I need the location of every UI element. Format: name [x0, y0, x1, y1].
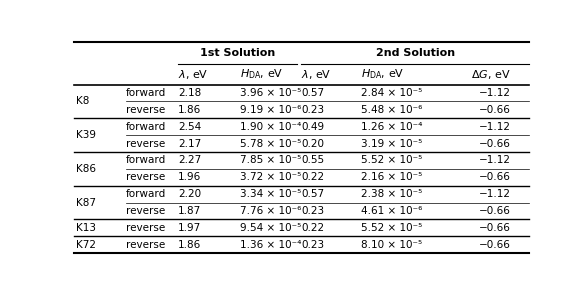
Text: $\Delta G$, eV: $\Delta G$, eV: [472, 68, 511, 81]
Text: 7.76 × 10⁻⁶: 7.76 × 10⁻⁶: [240, 206, 301, 216]
Text: −1.12: −1.12: [479, 122, 511, 132]
Text: 0.23: 0.23: [302, 240, 325, 250]
Text: 3.72 × 10⁻⁵: 3.72 × 10⁻⁵: [240, 172, 301, 182]
Text: −1.12: −1.12: [479, 189, 511, 199]
Text: −0.66: −0.66: [479, 138, 511, 149]
Text: −0.66: −0.66: [479, 240, 511, 250]
Text: 0.57: 0.57: [302, 189, 325, 199]
Text: 1.26 × 10⁻⁴: 1.26 × 10⁻⁴: [360, 122, 422, 132]
Text: $\lambda$, eV: $\lambda$, eV: [302, 68, 332, 81]
Text: −0.66: −0.66: [479, 206, 511, 216]
Text: 1.96: 1.96: [178, 172, 202, 182]
Text: 0.22: 0.22: [302, 223, 325, 233]
Text: K86: K86: [76, 164, 96, 174]
Text: −0.66: −0.66: [479, 223, 511, 233]
Text: reverse: reverse: [126, 105, 165, 115]
Text: reverse: reverse: [126, 172, 165, 182]
Text: 9.54 × 10⁻⁵: 9.54 × 10⁻⁵: [240, 223, 301, 233]
Text: 2.17: 2.17: [178, 138, 202, 149]
Text: 2.27: 2.27: [178, 155, 202, 165]
Text: K39: K39: [76, 130, 96, 140]
Text: 0.57: 0.57: [302, 88, 325, 98]
Text: $\lambda$, eV: $\lambda$, eV: [178, 68, 209, 81]
Text: 3.34 × 10⁻⁵: 3.34 × 10⁻⁵: [240, 189, 301, 199]
Text: K8: K8: [76, 96, 89, 106]
Text: 9.19 × 10⁻⁶: 9.19 × 10⁻⁶: [240, 105, 301, 115]
Text: reverse: reverse: [126, 206, 165, 216]
Text: 1.90 × 10⁻⁴: 1.90 × 10⁻⁴: [240, 122, 301, 132]
Text: 4.61 × 10⁻⁶: 4.61 × 10⁻⁶: [360, 206, 422, 216]
Text: 0.20: 0.20: [302, 138, 325, 149]
Text: 2.84 × 10⁻⁵: 2.84 × 10⁻⁵: [360, 88, 422, 98]
Text: 0.55: 0.55: [302, 155, 325, 165]
Text: $H_{\rm DA}$, eV: $H_{\rm DA}$, eV: [360, 67, 404, 81]
Text: −0.66: −0.66: [479, 172, 511, 182]
Text: 1st Solution: 1st Solution: [200, 48, 275, 58]
Text: forward: forward: [126, 189, 166, 199]
Text: 2.20: 2.20: [178, 189, 202, 199]
Text: reverse: reverse: [126, 240, 165, 250]
Text: 3.96 × 10⁻⁵: 3.96 × 10⁻⁵: [240, 88, 301, 98]
Text: 1.36 × 10⁻⁴: 1.36 × 10⁻⁴: [240, 240, 301, 250]
Text: 0.23: 0.23: [302, 105, 325, 115]
Text: 0.49: 0.49: [302, 122, 325, 132]
Text: forward: forward: [126, 155, 166, 165]
Text: −0.66: −0.66: [479, 105, 511, 115]
Text: 2.16 × 10⁻⁵: 2.16 × 10⁻⁵: [360, 172, 422, 182]
Text: −1.12: −1.12: [479, 88, 511, 98]
Text: 1.87: 1.87: [178, 206, 202, 216]
Text: forward: forward: [126, 122, 166, 132]
Text: forward: forward: [126, 88, 166, 98]
Text: 7.85 × 10⁻⁵: 7.85 × 10⁻⁵: [240, 155, 301, 165]
Text: 1.86: 1.86: [178, 240, 202, 250]
Text: 2.54: 2.54: [178, 122, 202, 132]
Text: $H_{\rm DA}$, eV: $H_{\rm DA}$, eV: [240, 67, 283, 81]
Text: −1.12: −1.12: [479, 155, 511, 165]
Text: 5.52 × 10⁻⁵: 5.52 × 10⁻⁵: [360, 155, 422, 165]
Text: K72: K72: [76, 240, 96, 250]
Text: K13: K13: [76, 223, 96, 233]
Text: 0.22: 0.22: [302, 172, 325, 182]
Text: 5.52 × 10⁻⁵: 5.52 × 10⁻⁵: [360, 223, 422, 233]
Text: 3.19 × 10⁻⁵: 3.19 × 10⁻⁵: [360, 138, 422, 149]
Text: 1.86: 1.86: [178, 105, 202, 115]
Text: 1.97: 1.97: [178, 223, 202, 233]
Text: 2nd Solution: 2nd Solution: [376, 48, 455, 58]
Text: 5.78 × 10⁻⁵: 5.78 × 10⁻⁵: [240, 138, 301, 149]
Text: 2.38 × 10⁻⁵: 2.38 × 10⁻⁵: [360, 189, 422, 199]
Text: 2.18: 2.18: [178, 88, 202, 98]
Text: 8.10 × 10⁻⁵: 8.10 × 10⁻⁵: [360, 240, 422, 250]
Text: reverse: reverse: [126, 138, 165, 149]
Text: 5.48 × 10⁻⁶: 5.48 × 10⁻⁶: [360, 105, 422, 115]
Text: K87: K87: [76, 198, 96, 208]
Text: 0.23: 0.23: [302, 206, 325, 216]
Text: reverse: reverse: [126, 223, 165, 233]
